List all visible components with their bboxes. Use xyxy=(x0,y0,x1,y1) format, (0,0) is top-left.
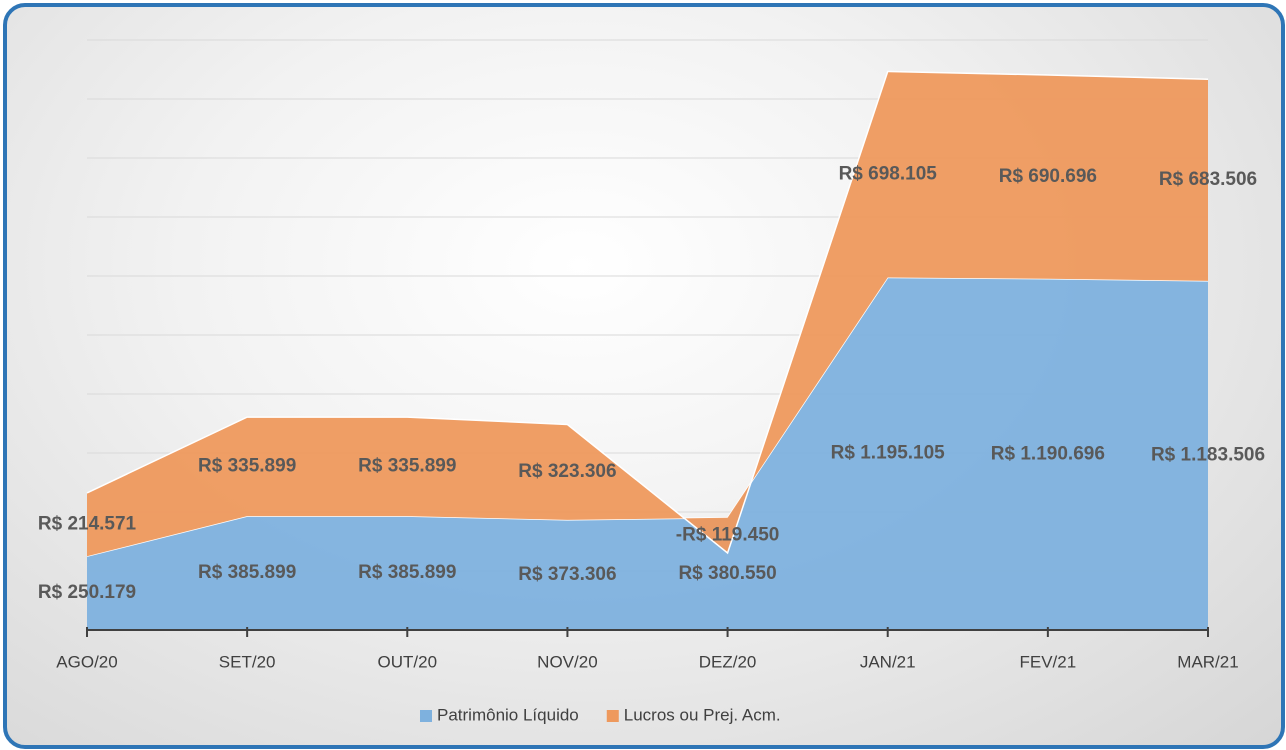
data-label: R$ 335.899 xyxy=(358,456,456,477)
chart: R$ 250.179 R$ 385.899 R$ 385.899 R$ 373.306… xyxy=(38,39,1265,724)
area xyxy=(87,71,1208,557)
data-label: R$ 385.899 xyxy=(198,562,296,583)
x-tick-label: NOV/20 xyxy=(537,652,597,671)
data-label: R$ 1.190.696 xyxy=(991,443,1105,464)
x-tick-label: MAR/21 xyxy=(1177,652,1238,671)
data-label: R$ 698.105 xyxy=(839,163,938,184)
legend-swatch xyxy=(420,710,432,722)
data-label: R$ 380.550 xyxy=(678,563,776,584)
x-tick-label: FEV/21 xyxy=(1020,652,1077,671)
data-label: R$ 214.571 xyxy=(38,514,137,535)
area-edge xyxy=(86,276,1209,557)
x-tick-label: AGO/20 xyxy=(56,652,117,671)
legend-label: Patrimônio Líquido xyxy=(437,705,579,724)
data-label: R$ 385.899 xyxy=(358,562,456,583)
x-tick-label: SET/20 xyxy=(219,652,276,671)
area xyxy=(87,277,1208,630)
data-label: R$ 250.179 xyxy=(38,582,136,603)
data-label: R$ 690.696 xyxy=(999,166,1097,187)
chart-frame: R$ 250.179 R$ 385.899 R$ 385.899 R$ 373.306… xyxy=(3,3,1285,749)
x-tick-label: JAN/21 xyxy=(860,652,916,671)
legend-label: Lucros ou Prej. Acm. xyxy=(624,705,781,724)
data-label: -R$ 119.450 xyxy=(676,524,780,545)
data-label: R$ 683.506 xyxy=(1159,169,1257,190)
area-edge xyxy=(86,70,1209,555)
data-label: R$ 1.183.506 xyxy=(1151,444,1265,465)
x-tick-label: OUT/20 xyxy=(378,652,438,671)
data-label: R$ 1.195.105 xyxy=(831,443,946,464)
x-tick-label: DEZ/20 xyxy=(699,652,757,671)
data-label: R$ 335.899 xyxy=(198,456,296,477)
legend-swatch xyxy=(606,710,619,722)
data-label: R$ 323.306 xyxy=(518,461,616,482)
data-label: R$ 373.306 xyxy=(518,564,616,585)
